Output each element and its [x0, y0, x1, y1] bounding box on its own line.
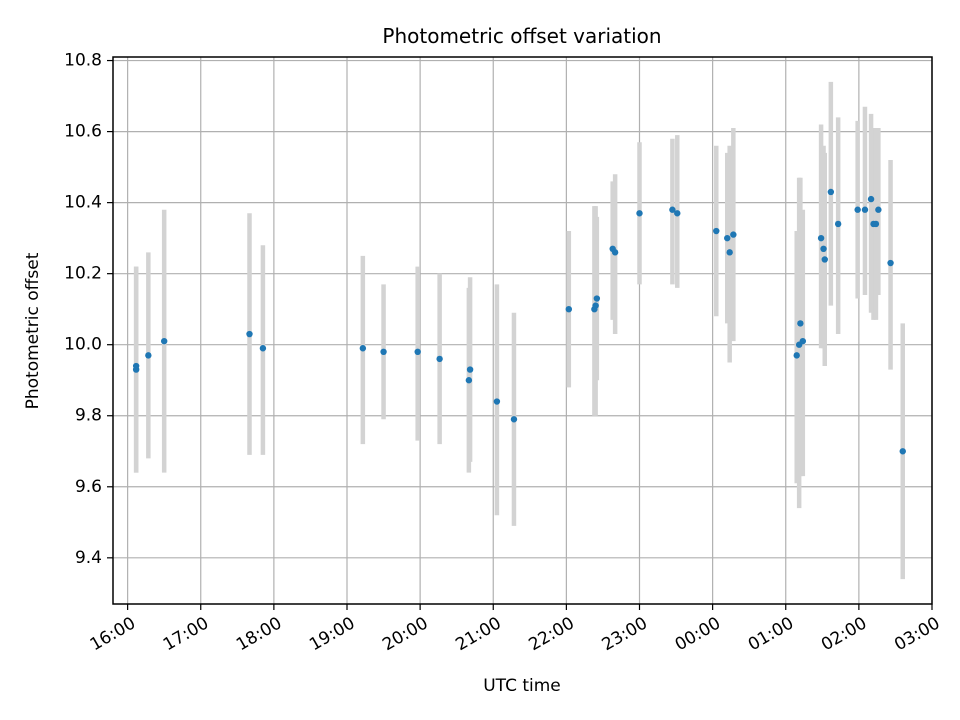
data-point — [380, 348, 387, 356]
data-point — [872, 220, 880, 228]
y-tick-label: 10.4 — [64, 193, 102, 213]
data-point — [611, 249, 619, 256]
data-point — [817, 234, 825, 242]
data-point — [834, 220, 842, 228]
data-point — [827, 188, 835, 196]
y-axis-ticks: 9.4 9.6 9.8 10.0 10.2 10.4 10.6 10.8 — [64, 51, 113, 568]
data-point — [867, 195, 875, 203]
data-point — [565, 305, 573, 313]
data-points — [132, 188, 906, 455]
data-point — [875, 206, 882, 213]
data-point — [466, 366, 474, 373]
data-point — [797, 320, 804, 327]
data-point — [465, 377, 473, 384]
data-point — [636, 210, 643, 217]
data-point — [726, 249, 733, 256]
data-point — [436, 355, 443, 363]
data-point — [669, 206, 676, 213]
y-tick-label: 10.6 — [64, 122, 102, 142]
data-point — [493, 398, 501, 405]
data-point — [724, 234, 731, 242]
data-point — [713, 227, 720, 235]
data-point — [132, 366, 140, 373]
y-tick-label: 10.2 — [64, 264, 102, 284]
y-tick-label: 9.4 — [75, 548, 102, 568]
x-axis-title: UTC time — [483, 676, 561, 696]
chart-title: Photometric offset variation — [382, 24, 661, 48]
data-point — [799, 337, 807, 345]
data-point — [887, 259, 894, 267]
data-point — [160, 337, 168, 345]
data-point — [674, 210, 681, 217]
data-point — [259, 345, 267, 352]
y-tick-label: 9.6 — [75, 477, 102, 497]
data-point — [821, 256, 828, 263]
data-point — [359, 345, 367, 352]
y-tick-label: 10.8 — [64, 51, 102, 71]
data-point — [793, 352, 800, 359]
y-tick-label: 10.0 — [64, 335, 102, 355]
y-axis-title: Photometric offset — [23, 252, 43, 409]
data-point — [510, 416, 518, 423]
data-point — [593, 295, 601, 302]
data-point — [820, 245, 827, 253]
data-point — [899, 448, 906, 455]
data-point — [854, 206, 861, 213]
plot-frame — [112, 56, 933, 605]
data-point — [246, 330, 253, 338]
data-point — [730, 231, 737, 238]
data-point — [414, 348, 421, 356]
data-point — [145, 352, 152, 359]
y-tick-label: 9.8 — [75, 406, 102, 426]
data-point — [592, 302, 599, 309]
data-point — [861, 206, 869, 213]
